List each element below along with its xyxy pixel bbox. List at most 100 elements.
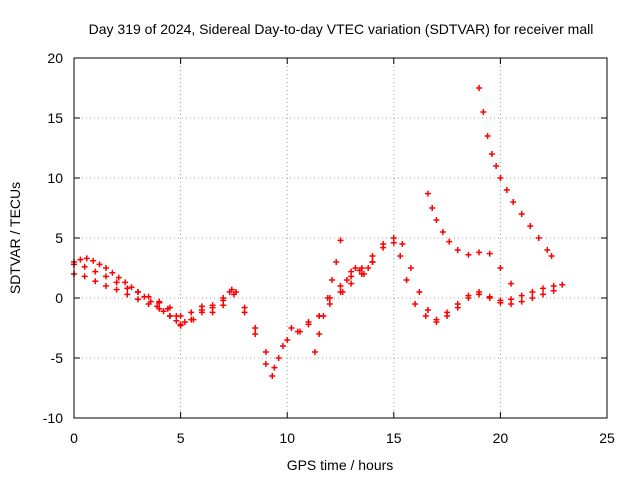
data-point [444,313,451,319]
data-point [305,321,312,328]
data-point [230,291,237,298]
x-tick-label: 5 [177,430,185,446]
chart-title: Day 319 of 2024, Sidereal Day-to-day VTE… [89,21,594,37]
data-point [275,355,282,361]
data-point [166,313,173,319]
data-point [220,295,227,301]
data-point [510,199,517,205]
series-trace-2 [71,235,557,379]
series-trace-8 [339,259,376,295]
data-point [173,313,180,319]
data-point [181,319,188,325]
data-point [190,316,197,323]
data-point [102,273,109,280]
data-point [337,283,344,289]
data-point [540,291,547,298]
data-point [399,241,406,247]
data-point [113,279,120,286]
data-point [262,361,269,367]
data-point [339,289,346,295]
data-point [527,223,534,229]
data-point [352,265,359,271]
grid-lines [74,58,607,418]
data-point [544,247,551,253]
data-point [228,286,235,293]
data-point [422,313,429,319]
y-tick-label: 5 [55,230,63,246]
y-tick-label: -5 [51,350,64,366]
series-trace-1 [71,239,566,371]
data-point [465,251,472,258]
data-point [115,274,122,281]
data-point [446,238,453,245]
data-point [154,303,161,310]
data-point [188,309,195,316]
data-point [508,280,515,287]
data-point [269,373,276,379]
data-point [209,309,216,316]
data-point [403,277,410,283]
data-point [529,295,536,301]
data-point [113,286,120,293]
data-point [424,190,431,197]
data-point [220,302,227,309]
data-point [497,299,504,306]
data-point [122,279,129,286]
data-point [508,301,515,307]
data-point [454,247,461,253]
series-trace-6 [424,190,515,287]
data-point [476,291,483,298]
data-point [147,298,154,305]
data-point [348,280,355,287]
data-point [77,256,84,263]
data-point [81,273,88,280]
series-trace-3 [71,255,184,328]
x-tick-label: 25 [599,430,615,446]
data-point [518,298,525,305]
data-point [124,291,131,298]
series-trace-4 [156,286,235,325]
data-point [397,253,404,259]
data-point [311,349,318,355]
data-point [416,289,423,295]
data-point [164,305,171,312]
data-point [134,296,141,303]
data-point [333,259,340,265]
data-point [209,302,216,309]
y-tick-label: 20 [47,50,63,66]
data-point [412,301,419,307]
data-point [503,187,510,193]
data-point [252,331,259,337]
x-tick-label: 15 [386,430,402,446]
data-point [369,259,376,265]
data-point [476,85,483,91]
data-point [548,253,555,259]
y-tick-label: 0 [55,290,63,306]
data-point [262,349,269,355]
data-point [433,319,440,325]
data-point [102,265,109,271]
data-point [369,253,376,259]
data-point [476,249,483,256]
data-point [326,301,333,307]
data-point [484,133,491,139]
data-point [160,308,167,315]
y-tick-label: -10 [43,410,63,426]
data-point [429,205,436,211]
data-point [424,307,431,313]
data-point [550,287,557,294]
data-point [271,364,278,371]
data-point [279,343,286,349]
data-point [390,235,397,241]
data-point [529,289,536,295]
data-point [83,255,90,262]
data-point [365,265,372,271]
data-point [128,284,135,291]
data-point [454,304,461,311]
data-point [465,295,472,301]
x-axis-label: GPS time / hours [287,457,394,473]
data-point [156,299,163,306]
data-point [360,271,367,277]
data-point [288,325,295,331]
